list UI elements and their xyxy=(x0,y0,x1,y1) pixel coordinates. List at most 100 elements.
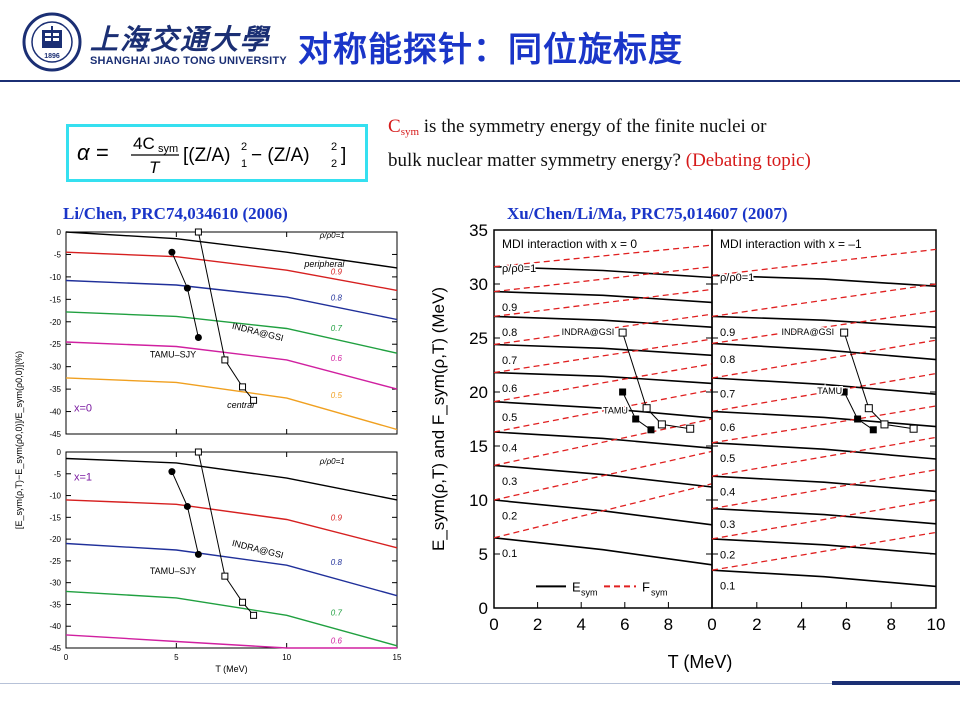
x-tick-label: 0 xyxy=(707,615,716,634)
indra-gsi-line xyxy=(843,332,914,430)
curve-0.6 xyxy=(65,634,397,649)
curve-label: 0.8 xyxy=(331,294,343,303)
y-tick-label: -30 xyxy=(49,363,61,372)
f-sym-curve xyxy=(493,244,713,268)
reference-right: Xu/Chen/Li/Ma, PRC75,014607 (2007) xyxy=(507,204,788,223)
y-tick-label: -5 xyxy=(54,250,62,259)
indra-gsi-line xyxy=(197,451,254,616)
f-sym-curve xyxy=(493,483,713,539)
curve-label: 0.8 xyxy=(331,558,343,567)
density-label: 0.5 xyxy=(720,453,735,465)
formula-bracket: [(Z/A) xyxy=(183,145,231,166)
y-tick-label: 20 xyxy=(469,383,488,402)
e-sym-curve xyxy=(711,377,937,395)
curve-0.8 xyxy=(65,542,398,597)
y-tick-label: 0 xyxy=(479,599,488,618)
y-tick-label: 35 xyxy=(469,221,488,240)
f-sym-curve xyxy=(493,363,713,403)
density-label: 0.7 xyxy=(502,355,517,367)
f-sym-curve xyxy=(711,436,937,477)
curve-label: 0.9 xyxy=(331,513,343,522)
tamu-sjy-label: TAMU–SJY xyxy=(150,350,196,360)
x-tick-label: 2 xyxy=(533,615,542,634)
isoscaling-formula: α = 4C sym T [(Z/A) 2 1 − (Z/A) 2 2 ] xyxy=(77,134,346,177)
e-sym-curve xyxy=(711,342,937,361)
e-sym-curve xyxy=(711,315,937,328)
tamu-point xyxy=(854,415,862,423)
density-label: 0.2 xyxy=(502,510,517,522)
left-panel-x1: 0-5-10-15-20-25-30-35-40-450 5 10 15T (MeV)… xyxy=(49,448,402,674)
x-tick-label: 6 xyxy=(842,615,851,634)
density-label: 0.7 xyxy=(720,388,735,400)
panel-x-label: x=0 xyxy=(74,403,92,415)
x-axis-label: T (MeV) xyxy=(215,664,247,674)
density-label: 0.3 xyxy=(720,519,735,531)
curve-label: 0.7 xyxy=(331,608,343,617)
density-label: ρ/ρ0=1 xyxy=(502,263,536,275)
e-sym-curve xyxy=(493,315,713,328)
f-sym-curve xyxy=(711,469,937,510)
note-csym: C xyxy=(388,116,401,137)
indra-gsi-label: INDRA@GSI xyxy=(562,327,615,337)
density-label: 0.5 xyxy=(502,412,517,424)
e-sym-curve xyxy=(493,400,713,419)
e-sym-curve xyxy=(493,499,713,526)
curve-0.9 xyxy=(65,251,398,292)
x-tick-label: 8 xyxy=(664,615,673,634)
x-tick-label: 0 xyxy=(489,615,498,634)
x-tick-label: 0 xyxy=(64,653,69,662)
density-label: ρ/ρ0=1 xyxy=(720,272,754,284)
tamu-sjy-point xyxy=(183,502,191,510)
formula-box: α = 4C sym T [(Z/A) 2 1 − (Z/A) 2 2 ] xyxy=(66,124,368,182)
y-tick-label: -10 xyxy=(49,273,61,282)
y-tick-label: 15 xyxy=(469,437,488,456)
formula-sub1: 1 xyxy=(241,158,247,170)
y-tick-label: 30 xyxy=(469,275,488,294)
curve-label: 0.7 xyxy=(331,324,343,333)
legend-f-sym-sub: sym xyxy=(651,587,668,597)
tamu-sjy-point xyxy=(183,284,191,292)
curve-label: ρ/ρ0=1 xyxy=(319,457,345,466)
formula-alpha: α = xyxy=(77,140,109,165)
y-tick-label: -40 xyxy=(49,408,61,417)
y-tick-label: -45 xyxy=(49,430,61,439)
indra-gsi-line xyxy=(622,332,691,430)
tamu-sjy-point xyxy=(194,333,202,341)
legend-f-sym-label: F xyxy=(642,579,650,594)
density-label: 0.3 xyxy=(502,476,517,488)
curve-label: ρ/ρ0=1 xyxy=(319,231,345,240)
left-plot-frame xyxy=(65,231,398,435)
f-sym-curve xyxy=(711,310,937,345)
tamu-point xyxy=(869,426,877,434)
e-sym-curve xyxy=(711,507,937,525)
indra-gsi-point xyxy=(194,228,202,236)
tamu-point xyxy=(840,388,848,396)
density-label: 0.9 xyxy=(720,327,735,339)
y-tick-label: -20 xyxy=(49,535,61,544)
e-sym-curve xyxy=(493,265,713,279)
right-y-axis-label: E_sym(ρ,T) and F_sym(ρ,T) (MeV) xyxy=(430,287,448,551)
left-panel-x0: 0 -5 -10 -15 -20 -25 -30 -35 -40 -45 ρ/ρ0=1 0.9 0.8 0… xyxy=(49,228,398,439)
indra-gsi-point xyxy=(221,356,229,364)
indra-gsi-point xyxy=(657,420,666,429)
tamu-point xyxy=(647,426,655,434)
density-label: 0.1 xyxy=(720,581,735,593)
right-subpanel-0: 0 2 4 6 8 ρ/ρ0=1 0.9 0.8 0.7 0.6 0.5 0.4 0.3 0.2 0.1 MD… xyxy=(489,229,713,634)
indra-gsi-point xyxy=(250,396,258,404)
y-tick-label: 5 xyxy=(479,545,488,564)
tamu-sjy-point xyxy=(168,248,176,256)
f-sym-curve xyxy=(493,288,713,318)
indra-gsi-point xyxy=(864,404,873,413)
y-tick-label: -5 xyxy=(54,470,62,479)
tamu-label: TAMU xyxy=(817,386,842,396)
x-tick-label: 5 xyxy=(174,653,179,662)
tamu-point xyxy=(619,388,627,396)
curve-label: 0.5 xyxy=(331,391,343,400)
x-tick-label: 2 xyxy=(752,615,761,634)
tamu-label: TAMU xyxy=(603,406,628,416)
left-y-axis-label: [E_sym(ρ,T)−E_sym(ρ0,0)]/E_sym(ρ0,0)](%) xyxy=(14,351,24,529)
slide-title: 对称能探针：同位旋标度 xyxy=(298,30,683,70)
y-tick-label: 25 xyxy=(469,329,488,348)
y-tick-label: 10 xyxy=(469,491,488,510)
